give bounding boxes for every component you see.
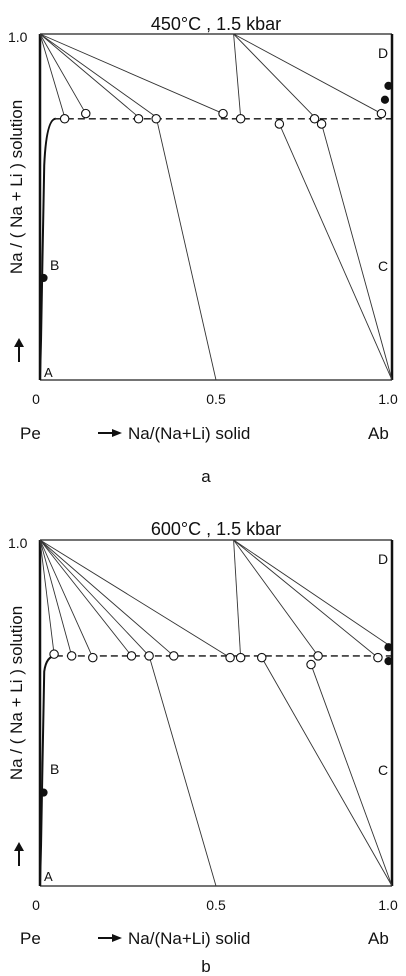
panel-b-tie-line-13 [310,664,393,887]
panel-b-tie-line-10 [233,539,379,658]
panel-b-tie-line-1 [39,539,73,657]
panel-b-x-axis-label: Na/(Na+Li) solid [128,929,250,948]
panel-a-x-axis-label: Na/(Na+Li) solid [128,424,250,443]
panel-a-tie-line-4 [39,33,157,118]
panel-b-open-point-2 [88,652,98,663]
panel-a-filled-point-2 [384,81,393,91]
panel-a-open-point-9 [376,108,387,119]
panel-a-open-point-7 [309,114,320,124]
panel-a-corner-b: B [50,257,59,273]
panel-a-tie-line-5 [155,116,217,381]
panel-a-x-tick-0: 0 [32,391,40,407]
panel-b-tie-line-0 [39,539,55,655]
panel-a-x-tick-05: 0.5 [206,391,226,407]
panel-b-open-point-7 [235,652,246,663]
panel-a-open-point-6 [274,119,285,129]
panel-a-y-axis-label: Na / ( Na + Li ) solution [7,100,26,274]
panel-b-open-point-8 [257,652,267,663]
panel-a-open-point-4 [218,108,228,119]
panel-b-open-point-5 [169,651,179,661]
panel-b-open-point-11 [373,652,383,663]
panel-a-y-arrow-head [14,338,24,347]
panel-b-corner-b: B [50,761,59,777]
panel-b-open-point-0 [49,649,59,659]
panel-b-open-point-9 [306,659,316,670]
panel-b-x-label-pe: Pe [20,929,41,948]
panel-b-tie-line-6 [39,539,231,659]
panel-b-x-arrow-head [112,934,122,942]
panel-a-x-label-ab: Ab [368,424,389,443]
panel-b-tie-line-7 [148,655,217,887]
panel-a-open-point-3 [151,114,161,124]
panel-a-open-point-8 [316,119,327,129]
panel-b-filled-point-0 [39,788,48,797]
panel-a-tie-line-9 [278,123,393,381]
panel-b-tie-line-9 [233,539,319,657]
panel-a-open-point-1 [81,108,91,119]
panel-b-filled-point-1 [384,643,393,652]
panel-a-x-arrow-head [112,429,122,437]
panel-b-open-point-1 [66,651,77,661]
panel-b-open-point-4 [144,651,154,661]
panel-b-open-point-10 [313,651,323,661]
panel-a-tie-line-8 [233,33,382,114]
panel-b-tie-line-5 [39,539,175,657]
panel-a-corner-c: C [378,258,388,274]
panel-b-x-tick-0: 0 [32,897,40,913]
panel-b-tie-line-2 [39,539,94,658]
panel-b-caption: b [201,957,210,976]
panel-a-tie-line-1 [39,33,87,114]
panel-b-x-tick-1: 1.0 [378,897,398,913]
panel-b-x-label-ab: Ab [368,929,389,948]
panel-b-corner-a: A [44,869,53,884]
panel-b-tie-line-3 [39,539,132,657]
panel-b-x-tick-05: 0.5 [206,897,226,913]
panel-a-filled-point-1 [380,95,390,104]
panel-a-solution-curve-left [39,117,57,381]
panel-b-y-tick-1: 1.0 [8,535,28,551]
panel-b-y-arrow-head [14,842,24,851]
panel-a-tie-line-10 [321,123,393,381]
panel-b-open-point-6 [225,652,235,663]
panel-a-filled-point-0 [39,273,48,283]
panel-b-tie-line-11 [233,539,393,648]
panel-b-corner-d: D [378,551,388,567]
panel-a-tie-line-3 [39,33,224,114]
panel-a-open-point-0 [59,114,70,124]
panel-a-y-tick-1: 1.0 [8,29,28,45]
panel-b-tie-line-12 [261,657,393,887]
panel-a-caption: a [201,467,211,486]
panel-b-title: 600°C , 1.5 kbar [151,519,281,539]
panel-a-corner-a: A [44,365,53,380]
panel-b-corner-c: C [378,762,388,778]
panel-a-open-point-5 [235,114,246,124]
panel-a-tie-line-6 [233,33,242,118]
panel-a-x-tick-1: 1.0 [378,391,398,407]
panel-a-tie-line-0 [39,33,66,118]
panel-b-filled-point-2 [384,657,393,666]
panel-a-open-point-2 [133,114,144,124]
panel-b-open-point-3 [126,651,137,661]
panel-a-tie-line-7 [233,33,315,118]
panel-a-x-label-pe: Pe [20,424,41,443]
panel-b-y-axis-label: Na / ( Na + Li ) solution [7,606,26,780]
panel-b-tie-line-4 [39,539,150,657]
panel-a-tie-line-2 [39,33,139,118]
panel-a-title: 450°C , 1.5 kbar [151,14,281,34]
panel-b-tie-line-8 [233,539,242,658]
panel-a-corner-d: D [378,45,388,61]
